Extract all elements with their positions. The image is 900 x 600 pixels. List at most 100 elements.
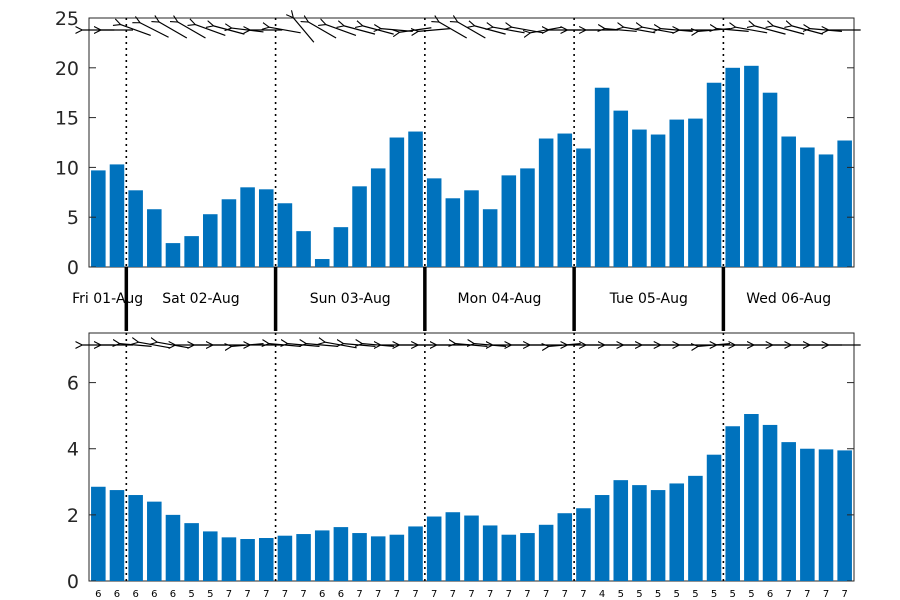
wind-y-tick-label: 0 — [67, 257, 79, 279]
wind-bar — [258, 189, 274, 267]
wind-bar — [296, 231, 311, 267]
wind-bar — [240, 187, 255, 267]
wave-bar — [203, 531, 218, 581]
wind-bar — [184, 236, 199, 267]
wind-direction-arrow — [140, 23, 169, 38]
wind-direction-arrow — [792, 26, 823, 35]
day-labels: Fri 01-Aug Sat 02-Aug Sun 03-Aug Mon 04-Aug… — [72, 291, 831, 307]
wave-bar — [109, 490, 125, 581]
wind-bar — [408, 131, 423, 267]
period-label: 7 — [804, 589, 810, 600]
period-label: 5 — [692, 589, 698, 600]
day-label: Sun 03-Aug — [310, 291, 391, 307]
wind-bar — [650, 134, 666, 267]
wind-bar — [706, 82, 722, 268]
wind-direction-arrow — [400, 27, 432, 32]
period-label: 5 — [711, 589, 717, 600]
day-label: Mon 04-Aug — [458, 291, 542, 307]
period-label: 7 — [487, 589, 493, 600]
period-label: 7 — [431, 589, 437, 600]
wave-bar — [426, 516, 442, 581]
wave-bar — [333, 527, 349, 581]
wind-bars — [91, 65, 852, 268]
wind-bar — [576, 148, 591, 267]
wave-bar — [781, 442, 796, 581]
wave-direction-arrow — [306, 344, 339, 347]
wave-bar — [184, 523, 199, 581]
wave-bar — [818, 449, 834, 581]
day-label: Tue 05-Aug — [609, 291, 688, 307]
period-label: 7 — [841, 589, 847, 600]
wind-bar — [221, 199, 237, 267]
period-label: 5 — [188, 589, 194, 600]
period-label: 7 — [823, 589, 829, 600]
wind-direction-arrow — [755, 26, 786, 35]
wave-bar — [314, 530, 330, 581]
period-label: 7 — [468, 589, 474, 600]
wave-bar — [389, 534, 405, 581]
wind-bar — [613, 110, 629, 267]
period-label: 6 — [338, 589, 344, 600]
wind-bar — [632, 129, 647, 267]
period-label: 5 — [655, 589, 661, 600]
wave-bar — [632, 485, 647, 581]
wind-direction-arrow — [736, 27, 768, 34]
wave-bar — [258, 538, 274, 581]
period-label: 7 — [356, 589, 362, 600]
wave-bar — [594, 495, 610, 581]
wave-bar — [837, 450, 852, 581]
wind-y-tick-label: 10 — [55, 157, 79, 179]
period-label: 7 — [543, 589, 549, 600]
wave-bar — [688, 475, 703, 581]
wave-bar — [91, 486, 106, 581]
wave-bar — [464, 515, 479, 581]
wind-bar — [482, 209, 498, 267]
wind-bar — [333, 227, 349, 267]
period-label: 7 — [524, 589, 530, 600]
wind-bar — [109, 164, 125, 267]
day-label: Fri 01-Aug — [72, 291, 143, 307]
wind-direction-arrow — [363, 26, 394, 35]
wind-direction-arrow — [121, 25, 151, 37]
wind-panel: 0 5 10 15 20 25 — [55, 8, 861, 279]
wind-direction-arrow — [293, 18, 315, 43]
wind-bar — [725, 67, 740, 267]
wind-y-tick-label: 15 — [55, 108, 79, 130]
wind-direction-arrow — [344, 26, 376, 35]
period-label: 6 — [319, 589, 325, 600]
period-label: 7 — [282, 589, 288, 600]
wind-bar — [669, 119, 685, 267]
period-label: 6 — [114, 589, 120, 600]
wind-y-tick-label: 5 — [67, 207, 79, 229]
period-label: 5 — [636, 589, 642, 600]
period-label: 4 — [599, 589, 605, 600]
wave-bar — [706, 454, 722, 581]
wave-bar — [240, 539, 255, 581]
wave-bar — [370, 536, 386, 581]
wind-direction-arrow — [624, 27, 656, 34]
wind-bar — [389, 137, 405, 267]
wave-direction-arrow — [325, 342, 357, 349]
wave-direction-arrows — [82, 342, 861, 349]
wind-bar — [370, 168, 386, 267]
wave-bar — [352, 533, 367, 581]
wave-bar — [165, 514, 181, 581]
wave-bar — [669, 483, 685, 581]
period-label: 6 — [95, 589, 101, 600]
wind-direction-arrow — [493, 27, 525, 34]
wind-bar — [128, 190, 143, 267]
period-label: 6 — [767, 589, 773, 600]
wave-panel: 0 2 4 6 6 6 6 6 6 5 5 7 7 7 7 7 6 6 7 7 7 7 7 7 7 7 7 7 7 7 7 4 5 5 5 5 5 5 5… — [67, 332, 861, 600]
period-label: 7 — [450, 589, 456, 600]
period-label: 7 — [300, 589, 306, 600]
wind-direction-arrow — [773, 26, 805, 35]
period-label: 6 — [151, 589, 157, 600]
wind-bar — [147, 209, 162, 267]
wave-bar — [613, 480, 629, 581]
wave-bar — [557, 513, 573, 581]
wave-bar — [147, 501, 162, 581]
wind-bar — [91, 170, 106, 267]
wave-bar — [762, 424, 778, 581]
wind-direction-arrow — [418, 29, 451, 32]
